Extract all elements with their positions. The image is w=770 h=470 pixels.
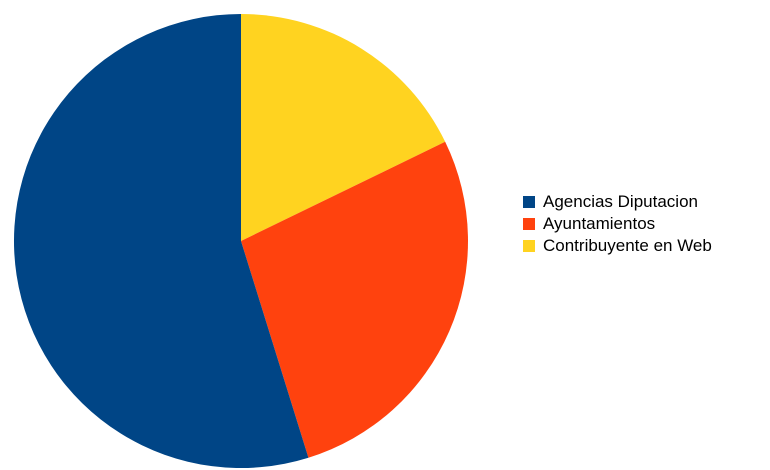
pie-slice-contribuyente-en-web — [241, 14, 446, 241]
legend-label-ayuntamientos: Ayuntamientos — [543, 214, 656, 233]
pie-slice-agencias-diputacion — [13, 14, 309, 469]
legend-label-agencias-diputacion: Agencias Diputacion — [543, 192, 698, 211]
pie-slices — [13, 14, 468, 469]
legend-swatch-ayuntamientos — [523, 218, 535, 230]
legend-swatch-agencias-diputacion — [523, 196, 535, 208]
pie-slice-ayuntamientos — [241, 141, 468, 458]
legend-item-agencias-diputacion: Agencias Diputacion — [523, 191, 712, 213]
legend-item-ayuntamientos: Ayuntamientos — [523, 213, 712, 235]
chart-legend: Agencias Diputacion Ayuntamientos Contri… — [523, 191, 712, 257]
legend-item-contribuyente-en-web: Contribuyente en Web — [523, 235, 712, 257]
legend-swatch-contribuyente-en-web — [523, 240, 535, 252]
legend-label-contribuyente-en-web: Contribuyente en Web — [543, 236, 712, 255]
